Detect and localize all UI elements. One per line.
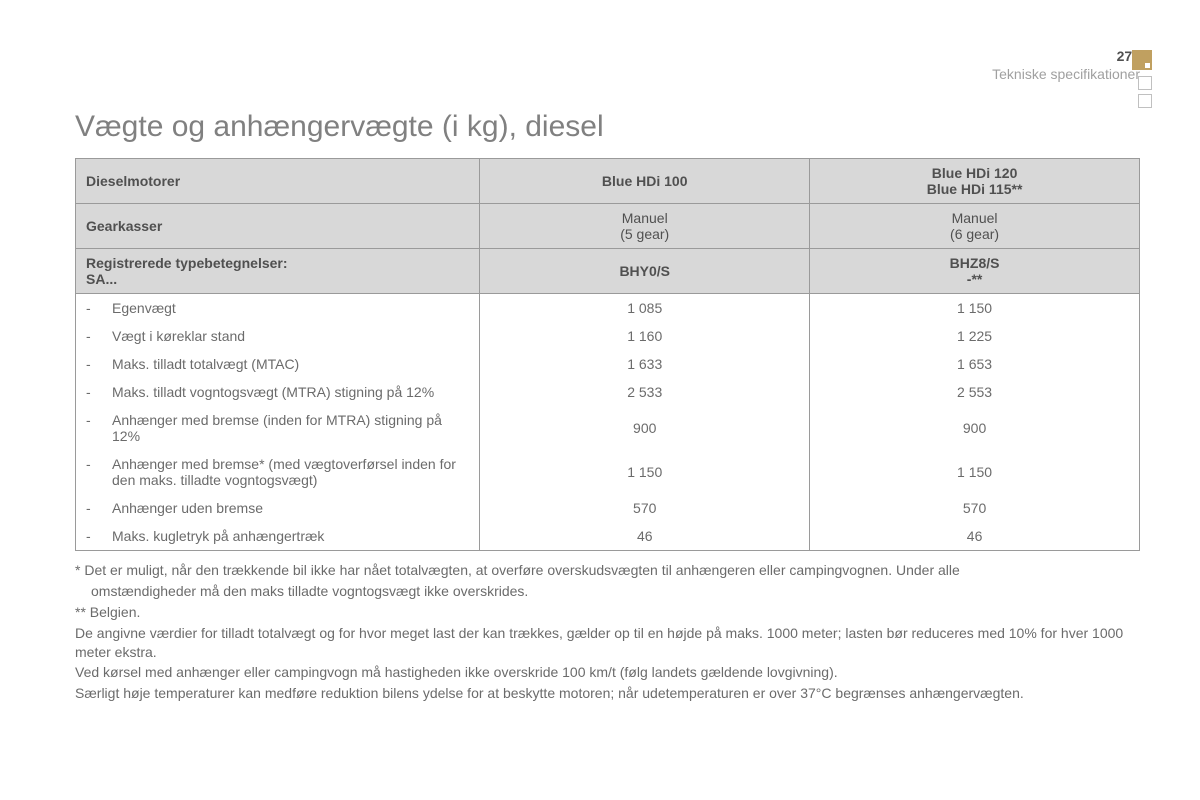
type-l2: SA... xyxy=(86,271,117,287)
corner-mark-icon xyxy=(1138,94,1152,108)
gearbox-sub: (6 gear) xyxy=(820,226,1129,242)
table-row: -Egenvægt1 0851 150 xyxy=(76,294,1140,323)
row-label: -Anhænger uden bremse xyxy=(76,494,480,522)
row-value-2: 2 553 xyxy=(810,378,1140,406)
gearbox-label: Manuel xyxy=(490,210,799,226)
corner-marks xyxy=(1132,50,1152,112)
footnote-3: De angivne værdier for tilladt totalvægt… xyxy=(75,624,1140,662)
row-label: -Maks. kugletryk på anhængertræk xyxy=(76,522,480,551)
row-value-2: 1 150 xyxy=(810,294,1140,323)
row-value-1: 2 533 xyxy=(480,378,810,406)
row-label: -Maks. tilladt vogntogsvægt (MTRA) stign… xyxy=(76,378,480,406)
header-type: Registrerede typebetegnelser: SA... xyxy=(76,249,480,294)
row-value-2: 900 xyxy=(810,406,1140,450)
page-title: Vægte og anhængervægte (i kg), diesel xyxy=(75,110,1140,144)
header-col1-gearbox: Manuel (5 gear) xyxy=(480,204,810,249)
row-value-1: 1 085 xyxy=(480,294,810,323)
gearbox-sub: (5 gear) xyxy=(490,226,799,242)
row-value-2: 1 225 xyxy=(810,322,1140,350)
header-col1-type: BHY0/S xyxy=(480,249,810,294)
header-col2-engine: Blue HDi 120 Blue HDi 115** xyxy=(810,159,1140,204)
row-label: -Anhænger med bremse* (med vægtoverførse… xyxy=(76,450,480,494)
header-col2-type: BHZ8/S -** xyxy=(810,249,1140,294)
footnote-1a: * Det er muligt, når den trækkende bil i… xyxy=(75,561,1140,580)
row-value-2: 570 xyxy=(810,494,1140,522)
row-value-2: 46 xyxy=(810,522,1140,551)
page-content: Vægte og anhængervægte (i kg), diesel Di… xyxy=(0,0,1200,703)
footnote-2: ** Belgien. xyxy=(75,603,1140,622)
gearbox-label: Manuel xyxy=(820,210,1129,226)
table-row: -Maks. tilladt totalvægt (MTAC)1 6331 65… xyxy=(76,350,1140,378)
table-row: -Vægt i køreklar stand1 1601 225 xyxy=(76,322,1140,350)
row-value-1: 46 xyxy=(480,522,810,551)
corner-mark-icon xyxy=(1138,76,1152,90)
type-c2-l2: -** xyxy=(967,271,983,287)
corner-mark-icon xyxy=(1132,50,1152,70)
header-col2-engine-l2: Blue HDi 115** xyxy=(927,181,1023,197)
row-label: -Vægt i køreklar stand xyxy=(76,322,480,350)
header-col2-engine-l1: Blue HDi 120 xyxy=(932,165,1018,181)
table-row: -Maks. tilladt vogntogsvægt (MTRA) stign… xyxy=(76,378,1140,406)
row-value-1: 1 633 xyxy=(480,350,810,378)
page-header: 271 Tekniske specifikationer xyxy=(992,48,1140,84)
row-label: -Egenvægt xyxy=(76,294,480,323)
table-row: -Maks. kugletryk på anhængertræk4646 xyxy=(76,522,1140,551)
header-gearboxes: Gearkasser xyxy=(76,204,480,249)
row-value-1: 1 150 xyxy=(480,450,810,494)
footnote-4: Ved kørsel med anhænger eller campingvog… xyxy=(75,663,1140,682)
type-l1: Registrerede typebetegnelser: xyxy=(86,255,288,271)
footnote-5: Særligt høje temperaturer kan medføre re… xyxy=(75,684,1140,703)
table-row: -Anhænger med bremse (inden for MTRA) st… xyxy=(76,406,1140,450)
spec-table: Dieselmotorer Blue HDi 100 Blue HDi 120 … xyxy=(75,158,1140,551)
header-engines: Dieselmotorer xyxy=(76,159,480,204)
row-label: -Maks. tilladt totalvægt (MTAC) xyxy=(76,350,480,378)
section-name: Tekniske specifikationer xyxy=(992,66,1140,82)
row-value-1: 1 160 xyxy=(480,322,810,350)
row-value-1: 900 xyxy=(480,406,810,450)
row-value-2: 1 150 xyxy=(810,450,1140,494)
row-value-1: 570 xyxy=(480,494,810,522)
header-col1-engine: Blue HDi 100 xyxy=(480,159,810,204)
header-col2-gearbox: Manuel (6 gear) xyxy=(810,204,1140,249)
footnotes: * Det er muligt, når den trækkende bil i… xyxy=(75,561,1140,703)
row-label: -Anhænger med bremse (inden for MTRA) st… xyxy=(76,406,480,450)
footnote-1b: omstændigheder må den maks tilladte vogn… xyxy=(75,582,1140,601)
type-c2-l1: BHZ8/S xyxy=(950,255,1000,271)
table-row: -Anhænger uden bremse570570 xyxy=(76,494,1140,522)
table-row: -Anhænger med bremse* (med vægtoverførse… xyxy=(76,450,1140,494)
row-value-2: 1 653 xyxy=(810,350,1140,378)
